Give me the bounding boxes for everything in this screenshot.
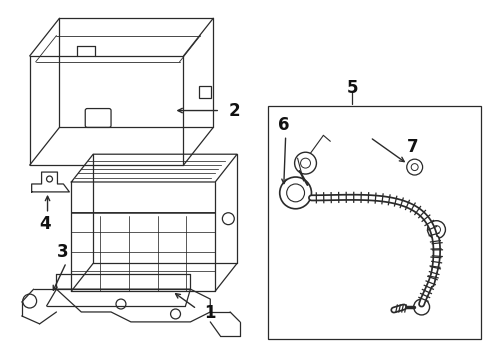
Text: 5: 5: [347, 79, 359, 97]
Text: 7: 7: [407, 138, 418, 156]
Text: 2: 2: [228, 102, 240, 120]
Bar: [199, 86, 211, 98]
Bar: [268, 105, 481, 339]
Text: 1: 1: [204, 304, 215, 322]
Text: 6: 6: [278, 116, 289, 134]
Text: 3: 3: [56, 243, 68, 261]
Text: 4: 4: [40, 215, 51, 233]
